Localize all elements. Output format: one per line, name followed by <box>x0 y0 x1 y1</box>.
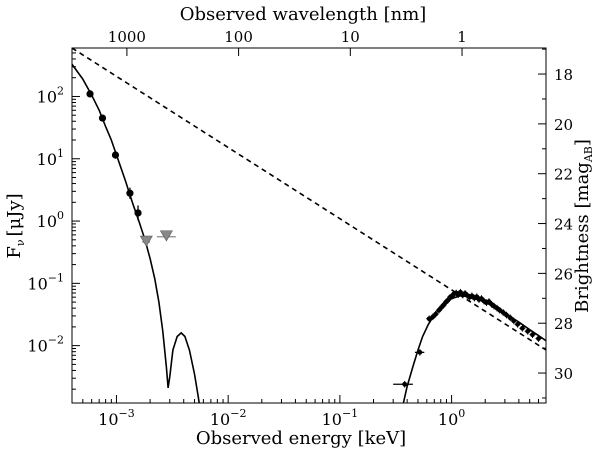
data-point <box>86 90 94 98</box>
right-tick-label: 20 <box>554 116 573 134</box>
model-curve <box>402 294 546 403</box>
y-axis-label: Fν [μJy] <box>4 193 27 258</box>
x-tick-label: 10−1 <box>322 407 359 429</box>
data-point <box>402 381 408 387</box>
data-points <box>86 90 542 388</box>
plot-frame <box>71 47 547 404</box>
upper-limit-marker <box>139 235 153 247</box>
data-point <box>126 189 134 197</box>
data-point <box>433 311 439 317</box>
y-axis-label-sub: ν <box>14 239 27 246</box>
data-point <box>98 114 107 122</box>
model-curves <box>72 48 546 403</box>
x-tick-label: 100 <box>438 407 465 429</box>
data-point <box>536 336 541 341</box>
x-tick-label: 10−2 <box>210 407 247 429</box>
data-point <box>111 151 120 159</box>
model-curve <box>72 63 200 403</box>
right-tick-label: 24 <box>554 216 573 234</box>
data-point <box>511 318 517 324</box>
right-tick-label: 30 <box>554 365 573 383</box>
y-tick-label: 101 <box>37 147 64 169</box>
data-point <box>497 307 503 313</box>
top-tick-label: 1 <box>457 28 467 46</box>
right-axis-label-main: Brightness [mag <box>572 162 593 313</box>
x-axis-label: Observed energy [keV] <box>196 428 406 449</box>
data-point <box>134 209 142 217</box>
data-point <box>426 316 432 322</box>
data-point <box>500 310 506 315</box>
upper-limit-marker <box>159 230 173 242</box>
y-axis-label-unit: [μJy] <box>4 193 25 236</box>
right-tick-label: 18 <box>554 66 573 84</box>
right-axis-label-end: ] <box>572 139 593 146</box>
right-tick-label: 26 <box>554 265 573 283</box>
data-point <box>507 315 513 321</box>
y-axis-label-main: F <box>4 246 25 259</box>
data-point <box>417 349 423 355</box>
x-tick-label: 10−3 <box>98 407 135 429</box>
y-tick-label: 102 <box>37 84 64 106</box>
data-point <box>515 321 521 327</box>
data-point <box>525 328 531 334</box>
y-tick-label: 100 <box>37 209 64 231</box>
model-powerlaw-line <box>72 48 546 351</box>
top-tick-label: 10 <box>341 28 360 46</box>
y-tick-label: 10−1 <box>27 271 64 293</box>
top-tick-label: 100 <box>224 28 253 46</box>
right-tick-label: 22 <box>554 166 573 184</box>
data-point <box>519 325 525 331</box>
right-tick-label: 28 <box>554 315 573 333</box>
data-point <box>530 332 535 338</box>
top-tick-label: 1000 <box>108 28 146 46</box>
right-axis-label-sub: AB <box>582 146 595 163</box>
y-tick-label: 10−2 <box>27 334 64 356</box>
data-point <box>504 312 509 318</box>
top-axis-label: Observed wavelength [nm] <box>180 4 427 25</box>
right-axis-label: Brightness [magAB] <box>572 139 595 313</box>
